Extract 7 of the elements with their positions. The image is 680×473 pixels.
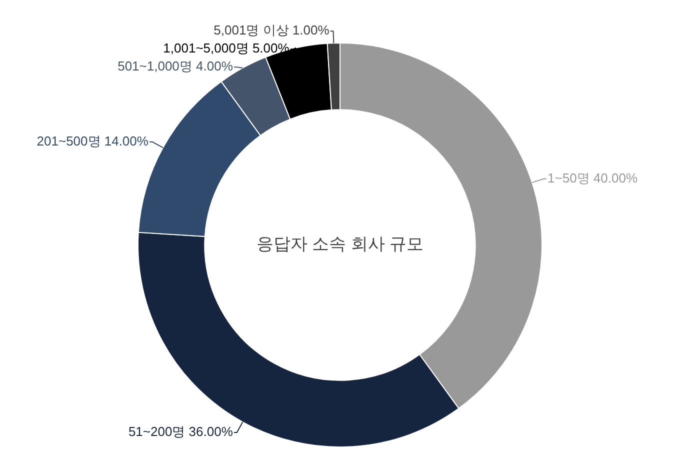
text: 응답자 소속 회사 규모 xyxy=(256,234,424,254)
slice-label: 1,001~5,000명 5.00% xyxy=(163,40,290,56)
slice-label: 5,001명 이상 1.00% xyxy=(214,22,330,38)
slice-label: 1~50명 40.00% xyxy=(548,170,638,186)
slice-label: 51~200명 36.00% xyxy=(128,424,234,439)
slice-label: 201~500명 14.00% xyxy=(36,133,149,148)
slice-label: 501~1,000명 4.00% xyxy=(118,58,234,74)
